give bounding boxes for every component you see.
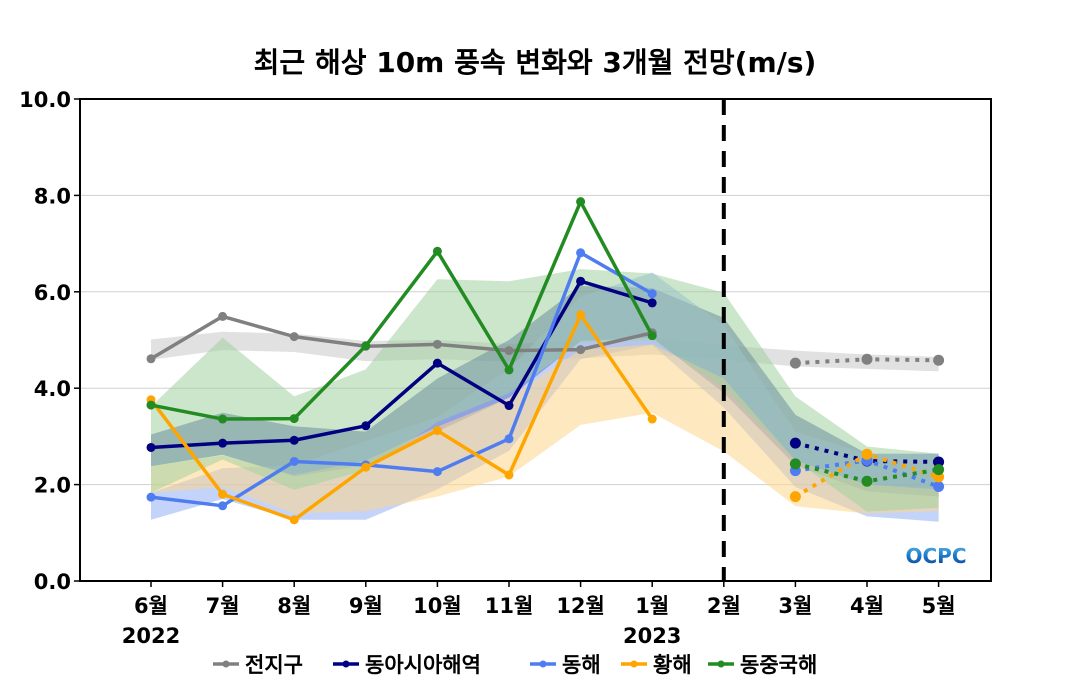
legend-label: 동중국해 — [740, 653, 817, 677]
legend-item: 동해 — [530, 653, 601, 677]
observed-point — [361, 341, 371, 351]
x-tick-label: 6월 — [134, 594, 168, 618]
observed-point — [647, 331, 657, 341]
legend: 전지구 동아시아해역 동해 황해 동중국해 — [213, 653, 817, 677]
x-tick-label: 7월 — [206, 594, 240, 618]
x-tick-label: 5월 — [922, 594, 956, 618]
y-tick-label: 2.0 — [34, 474, 71, 498]
observed-point — [504, 346, 514, 356]
observed-point — [432, 426, 442, 436]
observed-point — [432, 339, 442, 349]
observed-point — [432, 467, 442, 477]
forecast-point — [933, 464, 945, 476]
observed-point — [647, 289, 657, 299]
legend-label: 황해 — [653, 653, 692, 677]
forecast-point — [789, 437, 801, 449]
observed-point — [289, 515, 299, 525]
legend-swatch-marker — [630, 660, 638, 668]
legend-swatch-marker — [222, 660, 230, 668]
x-tick-label: 3월 — [778, 594, 812, 618]
legend-label: 동아시아해역 — [365, 653, 481, 677]
observed-point — [218, 311, 228, 321]
x-tick-label: 9월 — [349, 594, 383, 618]
observed-point — [289, 456, 299, 466]
y-tick-label: 10.0 — [19, 88, 71, 112]
forecast-point — [789, 491, 801, 503]
observed-point — [647, 298, 657, 308]
observed-point — [146, 442, 156, 452]
observed-point — [504, 470, 514, 480]
forecast-point — [933, 481, 945, 493]
observed-point — [289, 435, 299, 445]
x-tick-label: 12월 — [556, 594, 605, 618]
y-tick-label: 0.0 — [34, 570, 71, 594]
year-label: 2023 — [623, 624, 681, 648]
y-tick-label: 4.0 — [34, 377, 71, 401]
observed-point — [218, 489, 228, 499]
plot-frame — [79, 98, 992, 582]
observed-point — [504, 365, 514, 375]
ocpc-logo: OCPC — [905, 544, 966, 568]
legend-swatch-marker — [539, 660, 547, 668]
legend-swatch-marker — [342, 660, 350, 668]
observed-point — [146, 354, 156, 364]
legend-item: 동중국해 — [708, 653, 817, 677]
legend-label: 전지구 — [245, 653, 303, 677]
y-tick-label: 8.0 — [34, 184, 71, 208]
observed-point — [504, 401, 514, 411]
observed-line — [150, 199, 654, 421]
observed-point — [289, 332, 299, 342]
x-tick-label: 10월 — [413, 594, 462, 618]
observed-point — [361, 462, 371, 472]
forecast-point — [861, 353, 873, 365]
year-label: 2022 — [122, 624, 180, 648]
observed-line — [149, 313, 654, 522]
observed-point — [218, 414, 228, 424]
legend-item: 전지구 — [213, 653, 303, 677]
legend-item: 황해 — [621, 653, 692, 677]
observed-line — [150, 279, 653, 450]
legend-item: 동아시아해역 — [333, 653, 481, 677]
x-tick-label: 2월 — [707, 594, 741, 618]
observed-point — [218, 501, 228, 511]
observed-point — [576, 345, 586, 355]
observed-point — [361, 421, 371, 431]
logo-text: OCPC — [905, 544, 966, 568]
observed-point — [504, 434, 514, 444]
observed-point — [218, 438, 228, 448]
legend-swatch-marker — [717, 660, 725, 668]
observed-point — [289, 414, 299, 424]
band-동중국해 — [151, 269, 939, 512]
legend-label: 동해 — [562, 653, 601, 677]
observed-line — [150, 314, 653, 361]
observed-point — [576, 248, 586, 258]
y-axis: 0.0 2.0 4.0 6.0 8.0 10.0 — [19, 88, 80, 594]
observed-point — [647, 414, 657, 424]
observed-point — [432, 246, 442, 256]
observed-point — [576, 276, 586, 286]
x-tick-label: 11월 — [485, 594, 534, 618]
forecast-point — [933, 354, 945, 366]
y-tick-label: 6.0 — [34, 281, 71, 305]
forecast-point — [861, 475, 873, 487]
series-lines — [146, 197, 945, 525]
forecast-point — [861, 448, 873, 460]
forecast-point — [789, 458, 801, 470]
forecast-point — [789, 357, 801, 369]
observed-point — [576, 197, 586, 207]
observed-point — [576, 310, 586, 320]
x-tick-label: 1월 — [635, 594, 669, 618]
x-tick-label: 4월 — [850, 594, 884, 618]
chart-title: 최근 해상 10m 풍속 변화와 3개월 전망(m/s) — [254, 46, 817, 79]
observed-point — [146, 492, 156, 502]
x-tick-label: 8월 — [277, 594, 311, 618]
observed-point — [432, 358, 442, 368]
x-axis: 6월 7월 8월 9월 10월 11월 12월 1월 2월 3월 4월 5월 2022 2023 — [122, 581, 956, 648]
observed-point — [146, 400, 156, 410]
forecast-point — [933, 456, 945, 468]
